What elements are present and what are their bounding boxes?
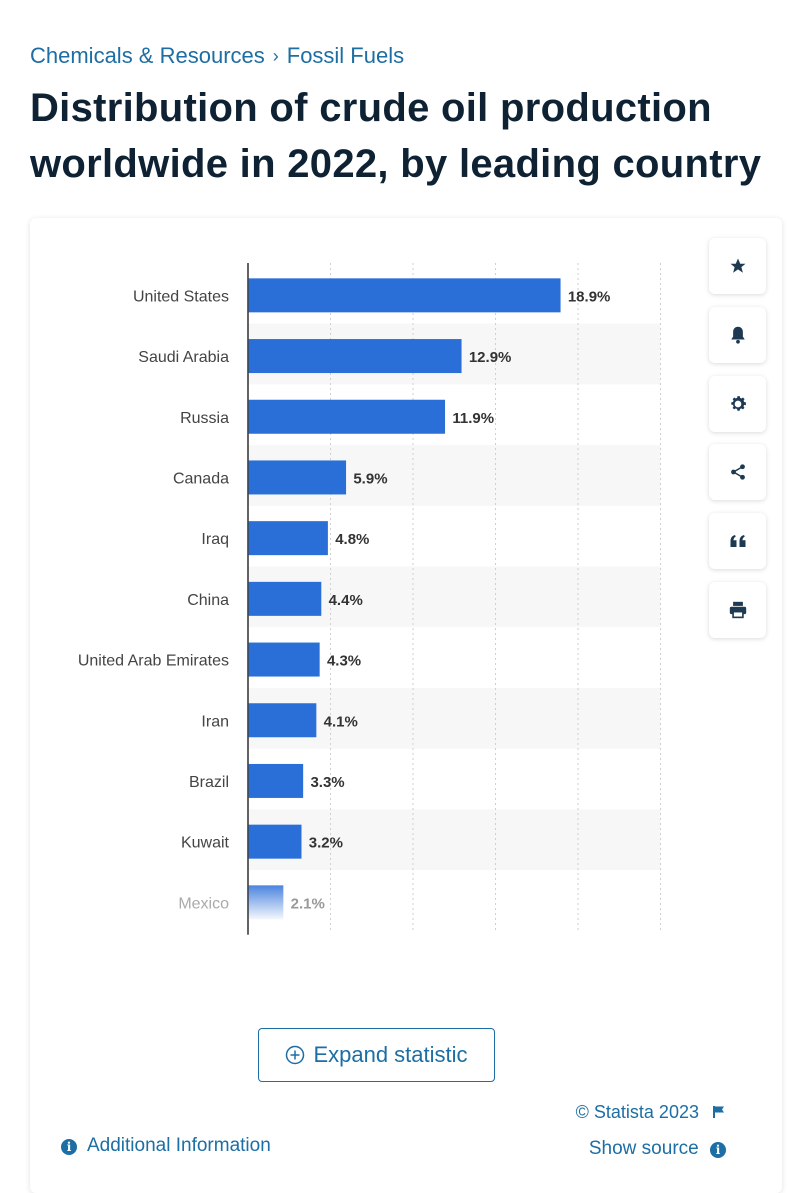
- additional-information-label: Additional Information: [87, 1135, 271, 1156]
- category-label: Russia: [180, 410, 229, 427]
- bar-iraq: [248, 521, 328, 556]
- data-label: 12.9%: [469, 349, 512, 366]
- quote-icon: [730, 535, 745, 547]
- bar-united-arab-emirates: [248, 642, 320, 677]
- expand-statistic-button[interactable]: Expand statistic: [258, 1028, 495, 1082]
- bell-icon: [730, 326, 745, 344]
- notification-button[interactable]: [709, 307, 766, 363]
- category-label: Canada: [173, 470, 229, 487]
- print-button[interactable]: [709, 582, 766, 638]
- show-source-label: Show source: [588, 1138, 699, 1159]
- info-icon: i: [710, 1142, 726, 1158]
- row-band: [248, 809, 661, 870]
- category-label: United States: [133, 288, 229, 305]
- bar-united-states: [248, 278, 561, 313]
- bar-iran: [248, 703, 317, 738]
- breadcrumb-item-fossil-fuels[interactable]: Fossil Fuels: [286, 43, 405, 69]
- category-label: Mexico: [178, 895, 229, 912]
- breadcrumb-item-chemicals[interactable]: Chemicals & Resources: [30, 43, 265, 69]
- bar-brazil: [248, 763, 304, 798]
- category-label: Iran: [201, 713, 229, 730]
- print-icon: [729, 601, 746, 619]
- show-source-link[interactable]: Show source i: [589, 1138, 726, 1160]
- share-icon: [730, 464, 745, 480]
- category-label: Iraq: [201, 531, 229, 548]
- category-label: Brazil: [189, 774, 229, 791]
- data-label: 5.9%: [353, 470, 387, 487]
- bar-saudi-arabia: [248, 339, 462, 374]
- data-label: 2.1%: [291, 895, 325, 912]
- page-title: Distribution of crude oil production wor…: [30, 86, 762, 186]
- copyright-text: © Statista 2023: [575, 1102, 699, 1122]
- bar-kuwait: [248, 824, 302, 859]
- gear-icon: [730, 396, 746, 411]
- favorite-button[interactable]: [709, 238, 766, 294]
- category-label: United Arab Emirates: [78, 653, 229, 670]
- category-label: Kuwait: [181, 835, 230, 852]
- expand-statistic-label: Expand statistic: [313, 1042, 468, 1067]
- breadcrumb: Chemicals & Resources › Fossil Fuels: [30, 42, 404, 69]
- data-label: 4.4%: [329, 592, 363, 609]
- plus-circle-icon: [286, 1045, 305, 1065]
- data-label: 4.8%: [335, 531, 369, 548]
- bar-russia: [248, 399, 446, 434]
- flag-icon[interactable]: [712, 1105, 726, 1119]
- star-icon: [730, 258, 745, 273]
- info-icon: i: [61, 1139, 77, 1155]
- additional-information-link[interactable]: i Additional Information: [61, 1135, 271, 1157]
- copyright-notice: © Statista 2023: [576, 1102, 726, 1123]
- row-band: [248, 687, 661, 749]
- data-label: 4.1%: [324, 713, 358, 730]
- data-label: 11.9%: [452, 410, 494, 427]
- data-label: 3.2%: [309, 835, 343, 852]
- data-label: 3.3%: [310, 774, 344, 791]
- cite-button[interactable]: [709, 513, 766, 569]
- share-button[interactable]: [709, 444, 766, 500]
- settings-button[interactable]: [709, 376, 766, 432]
- data-label: 4.3%: [327, 653, 361, 670]
- bar-chart: United States 18.9% Saudi Arabia 12.9% Russi…: [78, 263, 661, 935]
- bar-china: [248, 581, 322, 616]
- bar-canada: [248, 460, 347, 495]
- bar-mexico: [248, 885, 284, 920]
- data-label: 18.9%: [568, 288, 611, 305]
- category-label: Saudi Arabia: [138, 349, 229, 366]
- breadcrumb-separator: ›: [272, 45, 279, 66]
- category-label: China: [187, 592, 229, 609]
